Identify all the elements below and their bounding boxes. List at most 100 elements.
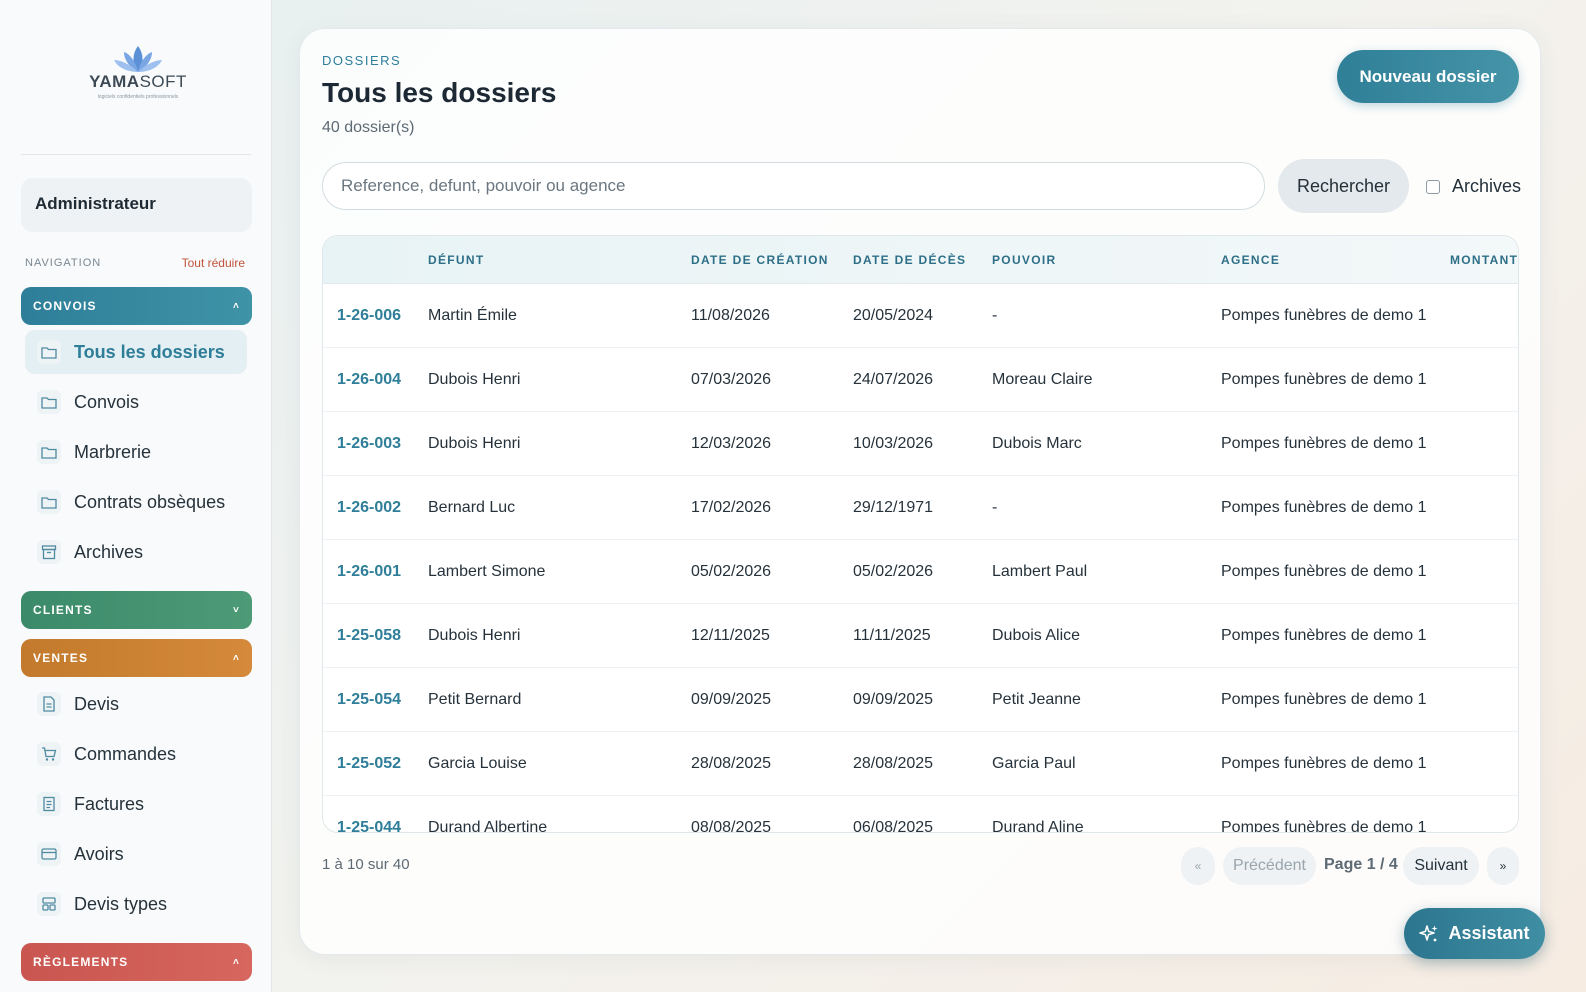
sidebar-item-label: Archives (74, 541, 144, 562)
sidebar-item-factures[interactable]: Factures (25, 782, 247, 826)
brand-name-light: SOFT (139, 72, 187, 91)
brand-tagline: logiciels confidentiels professionnels (97, 94, 179, 100)
sidebar-item-label: Factures (74, 793, 145, 814)
cell-defunt: Petit Bernard (428, 691, 522, 708)
brand-name-bold: YAMA (89, 72, 140, 91)
dossier-reference-link[interactable]: 1-26-001 (337, 563, 402, 580)
table-row[interactable]: 1-25-044 Durand Albertine 08/08/2025 06/… (323, 796, 1518, 833)
collapse-all-link[interactable]: Tout réduire (181, 256, 245, 270)
column-header-pouvoir[interactable]: POUVOIR (992, 253, 1057, 267)
cell-date-creation: 09/09/2025 (691, 691, 772, 708)
dossier-reference-link[interactable]: 1-26-006 (337, 307, 402, 324)
section-convois[interactable]: CONVOIS ˄ (21, 287, 252, 325)
table-row[interactable]: 1-26-006 Martin Émile 11/08/2026 20/05/2… (323, 284, 1518, 348)
archive-box-icon (37, 540, 61, 564)
dossier-reference-link[interactable]: 1-25-058 (337, 627, 402, 644)
sidebar-item-label: Convois (74, 391, 140, 412)
sidebar-item-devis[interactable]: Devis (25, 682, 247, 726)
table-body: 1-26-006 Martin Émile 11/08/2026 20/05/2… (323, 284, 1518, 833)
page-indicator: Page 1 / 4 (1324, 856, 1398, 873)
new-dossier-button[interactable]: Nouveau dossier (1337, 50, 1519, 103)
cell-date-creation: 17/02/2026 (691, 499, 772, 516)
cell-agence: Pompes funèbres de demo 1 (1221, 563, 1427, 580)
chevron-up-icon: ˄ (232, 956, 240, 968)
cell-date-deces: 10/03/2026 (853, 435, 934, 452)
cell-pouvoir: Dubois Alice (992, 627, 1081, 644)
dossier-reference-link[interactable]: 1-25-052 (337, 755, 402, 772)
search-input[interactable] (322, 162, 1265, 210)
sidebar-item-devis-types[interactable]: Devis types (25, 882, 247, 926)
sidebar-item-label: Tous les dossiers (74, 341, 225, 362)
sidebar-item-tous-les-dossiers[interactable]: Tous les dossiers (25, 330, 247, 374)
column-header-montant[interactable]: MONTANT (1450, 253, 1519, 267)
table-row[interactable]: 1-25-058 Dubois Henri 12/11/2025 11/11/2… (323, 604, 1518, 668)
document-icon (37, 692, 61, 716)
sidebar-item-commandes[interactable]: Commandes (25, 732, 247, 776)
section-reglements[interactable]: RÈGLEMENTS ˄ (21, 943, 252, 981)
chevron-down-icon: ˅ (232, 604, 240, 616)
folder-icon (37, 440, 61, 464)
sidebar-item-marbrerie[interactable]: Marbrerie (25, 430, 247, 474)
cell-pouvoir: Lambert Paul (992, 563, 1088, 580)
cell-pouvoir: - (992, 307, 998, 324)
section-clients[interactable]: CLIENTS ˅ (21, 591, 252, 629)
dossier-reference-link[interactable]: 1-25-044 (337, 819, 402, 833)
column-header-date-creation[interactable]: DATE DE CRÉATION (691, 253, 829, 267)
cell-agence: Pompes funèbres de demo 1 (1221, 755, 1427, 772)
folder-icon (37, 390, 61, 414)
section-reglements-label: RÈGLEMENTS (33, 955, 129, 969)
lotus-icon (114, 46, 162, 72)
column-header-date-deces[interactable]: DATE DE DÉCÈS (853, 253, 967, 267)
sidebar-item-label: Commandes (74, 743, 177, 764)
cell-date-creation: 11/08/2026 (691, 307, 770, 324)
cell-agence: Pompes funèbres de demo 1 (1221, 435, 1427, 452)
user-role-card[interactable]: Administrateur (21, 178, 252, 232)
column-header-defunt[interactable]: DÉFUNT (428, 253, 485, 267)
sidebar-item-label: Devis types (74, 893, 168, 914)
cell-pouvoir: Moreau Claire (992, 371, 1093, 388)
table-row[interactable]: 1-26-004 Dubois Henri 07/03/2026 24/07/2… (323, 348, 1518, 412)
nav-header: NAVIGATION Tout réduire (25, 256, 245, 270)
first-page-button[interactable]: « (1181, 847, 1215, 885)
cell-date-creation: 12/03/2026 (691, 435, 772, 452)
assistant-button[interactable]: Assistant (1404, 908, 1545, 959)
section-ventes[interactable]: VENTES ˄ (21, 639, 252, 677)
dossier-reference-link[interactable]: 1-26-002 (337, 499, 402, 516)
cell-date-deces: 28/08/2025 (853, 755, 934, 772)
search-button[interactable]: Rechercher (1278, 159, 1409, 213)
sidebar-item-label: Devis (74, 693, 120, 714)
sidebar-item-avoirs[interactable]: Avoirs (25, 832, 247, 876)
table-row[interactable]: 1-26-001 Lambert Simone 05/02/2026 05/02… (323, 540, 1518, 604)
yamasoft-logo[interactable]: YAMASOFT logiciels confidentiels profess… (86, 44, 190, 110)
cell-agence: Pompes funèbres de demo 1 (1221, 627, 1427, 644)
dossier-reference-link[interactable]: 1-26-004 (337, 371, 402, 388)
cell-defunt: Bernard Luc (428, 499, 516, 516)
sidebar-item-contrats-obseques[interactable]: Contrats obsèques (25, 480, 247, 524)
sidebar-item-label: Contrats obsèques (74, 491, 226, 512)
table-row[interactable]: 1-25-054 Petit Bernard 09/09/2025 09/09/… (323, 668, 1518, 732)
column-header-agence[interactable]: AGENCE (1221, 253, 1281, 267)
cell-defunt: Dubois Henri (428, 627, 521, 644)
cell-defunt: Durand Albertine (428, 819, 548, 833)
table-row[interactable]: 1-26-003 Dubois Henri 12/03/2026 10/03/2… (323, 412, 1518, 476)
last-page-button[interactable]: » (1487, 847, 1519, 885)
previous-page-button[interactable]: Précédent (1223, 847, 1316, 885)
cell-agence: Pompes funèbres de demo 1 (1221, 691, 1427, 708)
dossier-reference-link[interactable]: 1-25-054 (337, 691, 402, 708)
cell-agence: Pompes funèbres de demo 1 (1221, 307, 1427, 324)
archives-checkbox[interactable]: Archives (1426, 176, 1521, 197)
table-row[interactable]: 1-26-002 Bernard Luc 17/02/2026 29/12/19… (323, 476, 1518, 540)
sidebar-item-archives[interactable]: Archives (25, 530, 247, 574)
cell-date-deces: 20/05/2024 (853, 307, 934, 324)
cell-defunt: Dubois Henri (428, 435, 521, 452)
dossiers-table: DÉFUNT DATE DE CRÉATION DATE DE DÉCÈS PO… (322, 235, 1519, 833)
dossier-reference-link[interactable]: 1-26-003 (337, 435, 402, 452)
next-page-button[interactable]: Suivant (1403, 847, 1479, 885)
cell-agence: Pompes funèbres de demo 1 (1221, 819, 1427, 833)
sparkles-icon (1419, 924, 1438, 941)
table-row[interactable]: 1-25-052 Garcia Louise 28/08/2025 28/08/… (323, 732, 1518, 796)
cell-date-deces: 06/08/2025 (853, 819, 934, 833)
cell-defunt: Martin Émile (428, 307, 517, 324)
sidebar-item-convois[interactable]: Convois (25, 380, 247, 424)
checkbox-box[interactable] (1426, 179, 1440, 194)
